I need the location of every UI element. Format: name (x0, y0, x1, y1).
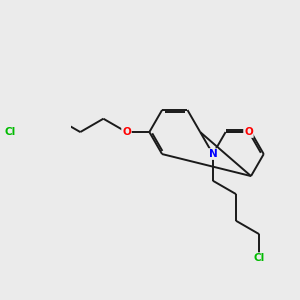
Text: O: O (244, 127, 253, 137)
Text: Cl: Cl (254, 253, 265, 263)
Text: O: O (122, 127, 131, 137)
Text: N: N (208, 149, 217, 159)
Text: Cl: Cl (4, 127, 16, 137)
